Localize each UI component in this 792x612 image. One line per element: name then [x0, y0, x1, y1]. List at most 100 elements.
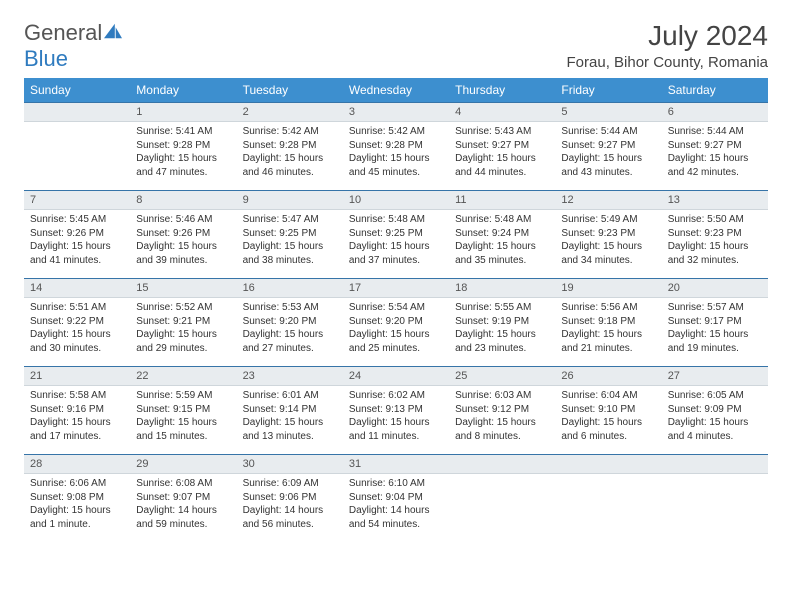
day-content — [662, 474, 768, 533]
calendar-day-cell: 31Sunrise: 6:10 AMSunset: 9:04 PMDayligh… — [343, 454, 449, 542]
calendar-day-cell — [662, 454, 768, 542]
day-number — [662, 454, 768, 474]
brand-part2: Blue — [24, 46, 68, 71]
calendar-week-row: 28Sunrise: 6:06 AMSunset: 9:08 PMDayligh… — [24, 454, 768, 542]
day-content: Sunrise: 5:42 AMSunset: 9:28 PMDaylight:… — [343, 122, 449, 185]
day-number: 27 — [662, 366, 768, 386]
day-number — [555, 454, 661, 474]
day-content: Sunrise: 5:54 AMSunset: 9:20 PMDaylight:… — [343, 298, 449, 361]
day-content: Sunrise: 6:04 AMSunset: 9:10 PMDaylight:… — [555, 386, 661, 449]
day-content: Sunrise: 5:47 AMSunset: 9:25 PMDaylight:… — [237, 210, 343, 273]
day-number: 19 — [555, 278, 661, 298]
day-number: 6 — [662, 102, 768, 122]
day-number: 28 — [24, 454, 130, 474]
month-title: July 2024 — [567, 20, 768, 52]
calendar-week-row: 1Sunrise: 5:41 AMSunset: 9:28 PMDaylight… — [24, 102, 768, 190]
day-number — [24, 102, 130, 122]
calendar-day-cell: 26Sunrise: 6:04 AMSunset: 9:10 PMDayligh… — [555, 366, 661, 454]
day-content: Sunrise: 5:45 AMSunset: 9:26 PMDaylight:… — [24, 210, 130, 273]
day-number: 2 — [237, 102, 343, 122]
day-number: 25 — [449, 366, 555, 386]
weekday-header: Sunday — [24, 78, 130, 102]
day-number: 21 — [24, 366, 130, 386]
calendar-day-cell: 7Sunrise: 5:45 AMSunset: 9:26 PMDaylight… — [24, 190, 130, 278]
brand-part1: General — [24, 20, 102, 45]
weekday-header: Thursday — [449, 78, 555, 102]
calendar-table: SundayMondayTuesdayWednesdayThursdayFrid… — [24, 78, 768, 542]
day-content: Sunrise: 5:58 AMSunset: 9:16 PMDaylight:… — [24, 386, 130, 449]
day-content: Sunrise: 6:03 AMSunset: 9:12 PMDaylight:… — [449, 386, 555, 449]
calendar-day-cell: 9Sunrise: 5:47 AMSunset: 9:25 PMDaylight… — [237, 190, 343, 278]
day-content: Sunrise: 6:09 AMSunset: 9:06 PMDaylight:… — [237, 474, 343, 537]
calendar-day-cell: 17Sunrise: 5:54 AMSunset: 9:20 PMDayligh… — [343, 278, 449, 366]
day-number: 31 — [343, 454, 449, 474]
calendar-day-cell: 20Sunrise: 5:57 AMSunset: 9:17 PMDayligh… — [662, 278, 768, 366]
day-content: Sunrise: 6:08 AMSunset: 9:07 PMDaylight:… — [130, 474, 236, 537]
day-number: 12 — [555, 190, 661, 210]
calendar-day-cell — [555, 454, 661, 542]
day-content: Sunrise: 6:05 AMSunset: 9:09 PMDaylight:… — [662, 386, 768, 449]
weekday-header: Tuesday — [237, 78, 343, 102]
calendar-day-cell: 29Sunrise: 6:08 AMSunset: 9:07 PMDayligh… — [130, 454, 236, 542]
day-number: 1 — [130, 102, 236, 122]
day-number: 8 — [130, 190, 236, 210]
day-content: Sunrise: 5:48 AMSunset: 9:25 PMDaylight:… — [343, 210, 449, 273]
calendar-day-cell: 14Sunrise: 5:51 AMSunset: 9:22 PMDayligh… — [24, 278, 130, 366]
sail-icon — [102, 22, 124, 40]
day-number: 3 — [343, 102, 449, 122]
calendar-day-cell: 13Sunrise: 5:50 AMSunset: 9:23 PMDayligh… — [662, 190, 768, 278]
day-content: Sunrise: 5:57 AMSunset: 9:17 PMDaylight:… — [662, 298, 768, 361]
day-number: 30 — [237, 454, 343, 474]
day-number: 26 — [555, 366, 661, 386]
day-number: 18 — [449, 278, 555, 298]
calendar-day-cell: 6Sunrise: 5:44 AMSunset: 9:27 PMDaylight… — [662, 102, 768, 190]
day-content: Sunrise: 5:48 AMSunset: 9:24 PMDaylight:… — [449, 210, 555, 273]
day-number: 9 — [237, 190, 343, 210]
day-number: 20 — [662, 278, 768, 298]
calendar-day-cell: 12Sunrise: 5:49 AMSunset: 9:23 PMDayligh… — [555, 190, 661, 278]
day-content: Sunrise: 5:52 AMSunset: 9:21 PMDaylight:… — [130, 298, 236, 361]
calendar-day-cell: 4Sunrise: 5:43 AMSunset: 9:27 PMDaylight… — [449, 102, 555, 190]
calendar-day-cell: 23Sunrise: 6:01 AMSunset: 9:14 PMDayligh… — [237, 366, 343, 454]
brand-logo: GeneralBlue — [24, 20, 124, 72]
day-number: 13 — [662, 190, 768, 210]
day-content: Sunrise: 5:55 AMSunset: 9:19 PMDaylight:… — [449, 298, 555, 361]
day-content: Sunrise: 5:50 AMSunset: 9:23 PMDaylight:… — [662, 210, 768, 273]
day-content — [555, 474, 661, 533]
day-content: Sunrise: 5:42 AMSunset: 9:28 PMDaylight:… — [237, 122, 343, 185]
calendar-day-cell: 21Sunrise: 5:58 AMSunset: 9:16 PMDayligh… — [24, 366, 130, 454]
day-content: Sunrise: 5:46 AMSunset: 9:26 PMDaylight:… — [130, 210, 236, 273]
calendar-body: 1Sunrise: 5:41 AMSunset: 9:28 PMDaylight… — [24, 102, 768, 542]
day-content: Sunrise: 6:02 AMSunset: 9:13 PMDaylight:… — [343, 386, 449, 449]
calendar-day-cell: 5Sunrise: 5:44 AMSunset: 9:27 PMDaylight… — [555, 102, 661, 190]
day-number: 15 — [130, 278, 236, 298]
header: GeneralBlue July 2024 Forau, Bihor Count… — [24, 20, 768, 72]
calendar-day-cell: 18Sunrise: 5:55 AMSunset: 9:19 PMDayligh… — [449, 278, 555, 366]
weekday-header: Monday — [130, 78, 236, 102]
day-content: Sunrise: 5:49 AMSunset: 9:23 PMDaylight:… — [555, 210, 661, 273]
calendar-day-cell: 8Sunrise: 5:46 AMSunset: 9:26 PMDaylight… — [130, 190, 236, 278]
day-content: Sunrise: 5:53 AMSunset: 9:20 PMDaylight:… — [237, 298, 343, 361]
calendar-day-cell: 30Sunrise: 6:09 AMSunset: 9:06 PMDayligh… — [237, 454, 343, 542]
location-text: Forau, Bihor County, Romania — [567, 54, 768, 71]
brand-text: GeneralBlue — [24, 20, 124, 72]
calendar-week-row: 14Sunrise: 5:51 AMSunset: 9:22 PMDayligh… — [24, 278, 768, 366]
day-content: Sunrise: 5:41 AMSunset: 9:28 PMDaylight:… — [130, 122, 236, 185]
calendar-day-cell: 2Sunrise: 5:42 AMSunset: 9:28 PMDaylight… — [237, 102, 343, 190]
calendar-day-cell: 3Sunrise: 5:42 AMSunset: 9:28 PMDaylight… — [343, 102, 449, 190]
day-content: Sunrise: 6:10 AMSunset: 9:04 PMDaylight:… — [343, 474, 449, 537]
day-number: 17 — [343, 278, 449, 298]
weekday-header: Saturday — [662, 78, 768, 102]
calendar-day-cell: 1Sunrise: 5:41 AMSunset: 9:28 PMDaylight… — [130, 102, 236, 190]
weekday-header: Friday — [555, 78, 661, 102]
calendar-day-cell: 11Sunrise: 5:48 AMSunset: 9:24 PMDayligh… — [449, 190, 555, 278]
calendar-day-cell: 22Sunrise: 5:59 AMSunset: 9:15 PMDayligh… — [130, 366, 236, 454]
day-number: 24 — [343, 366, 449, 386]
day-number: 11 — [449, 190, 555, 210]
day-content: Sunrise: 5:56 AMSunset: 9:18 PMDaylight:… — [555, 298, 661, 361]
calendar-week-row: 7Sunrise: 5:45 AMSunset: 9:26 PMDaylight… — [24, 190, 768, 278]
calendar-week-row: 21Sunrise: 5:58 AMSunset: 9:16 PMDayligh… — [24, 366, 768, 454]
day-number: 14 — [24, 278, 130, 298]
day-number: 29 — [130, 454, 236, 474]
day-content: Sunrise: 5:59 AMSunset: 9:15 PMDaylight:… — [130, 386, 236, 449]
